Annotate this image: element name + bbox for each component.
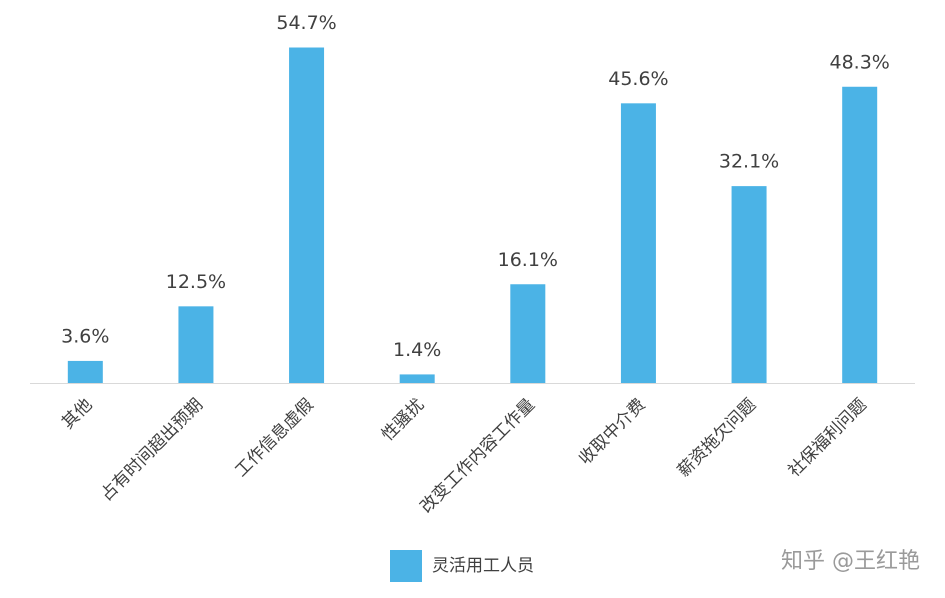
bar: [510, 284, 546, 383]
x-tick-label: 其他: [58, 395, 96, 433]
x-tick-label: 社保福利问题: [784, 395, 870, 481]
bar: [399, 374, 435, 383]
value-label: 54.7%: [276, 12, 336, 34]
bar: [289, 47, 325, 384]
x-tick-label: 工作信息虚假: [231, 395, 317, 481]
value-label: 12.5%: [166, 271, 226, 293]
value-label: 48.3%: [830, 51, 890, 73]
x-tick-label: 收取中介费: [575, 395, 649, 469]
x-tick-label: 改变工作内容工作量: [417, 395, 539, 517]
value-label: 3.6%: [61, 325, 109, 347]
bar: [67, 360, 103, 383]
bar: [178, 306, 214, 383]
value-label: 1.4%: [393, 339, 441, 361]
watermark: 知乎 @王红艳: [781, 549, 920, 574]
legend-swatch: [390, 550, 422, 582]
x-tick-label: 占有时间超出预期: [97, 395, 207, 505]
legend-label: 灵活用工人员: [432, 556, 534, 576]
x-tick-label: 性骚扰: [378, 395, 428, 445]
bar: [620, 103, 656, 383]
bar: [731, 186, 767, 383]
x-tick-label: 薪资拖欠问题: [674, 395, 760, 481]
value-label: 16.1%: [498, 249, 558, 271]
value-label: 32.1%: [719, 151, 779, 173]
bar: [842, 86, 878, 383]
value-label: 45.6%: [608, 68, 668, 90]
